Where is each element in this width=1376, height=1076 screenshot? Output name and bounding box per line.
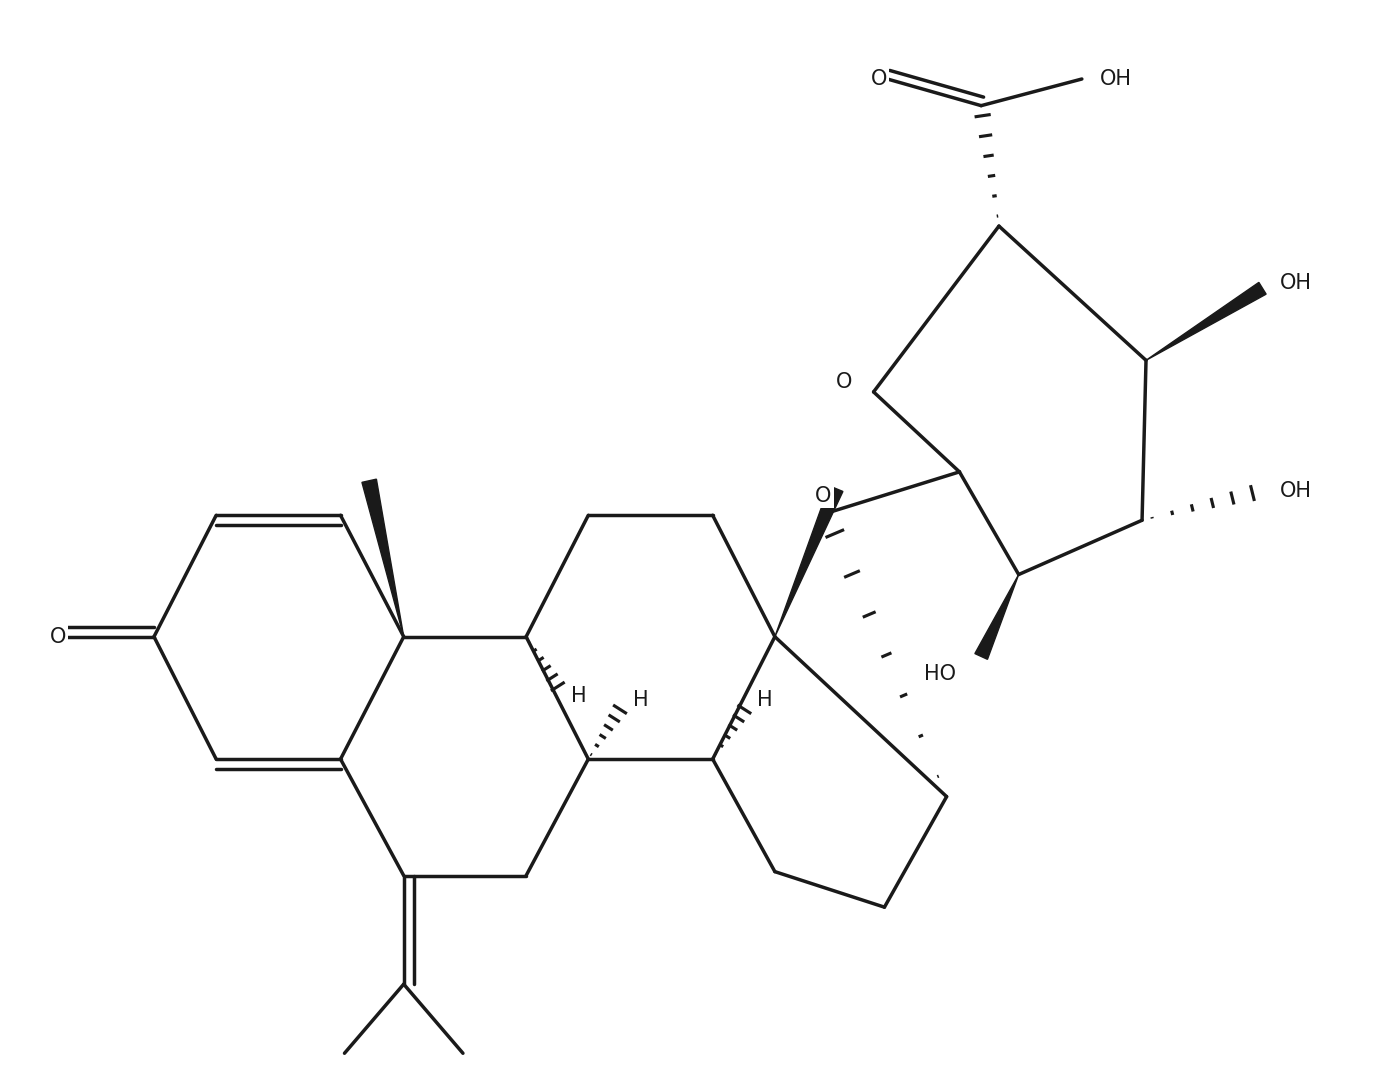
Text: H: H [633,690,648,710]
Polygon shape [1146,282,1266,360]
Polygon shape [974,575,1018,660]
Text: HO: HO [925,664,956,684]
Text: H: H [757,690,773,710]
Text: OH: OH [1280,481,1313,500]
Polygon shape [775,486,843,637]
Text: O: O [50,626,66,647]
Text: O: O [815,485,831,506]
Text: OH: OH [1280,273,1313,294]
Text: H: H [571,685,586,706]
Text: O: O [835,372,852,392]
Text: O: O [871,69,888,89]
Polygon shape [362,479,403,637]
Text: OH: OH [1099,69,1131,89]
